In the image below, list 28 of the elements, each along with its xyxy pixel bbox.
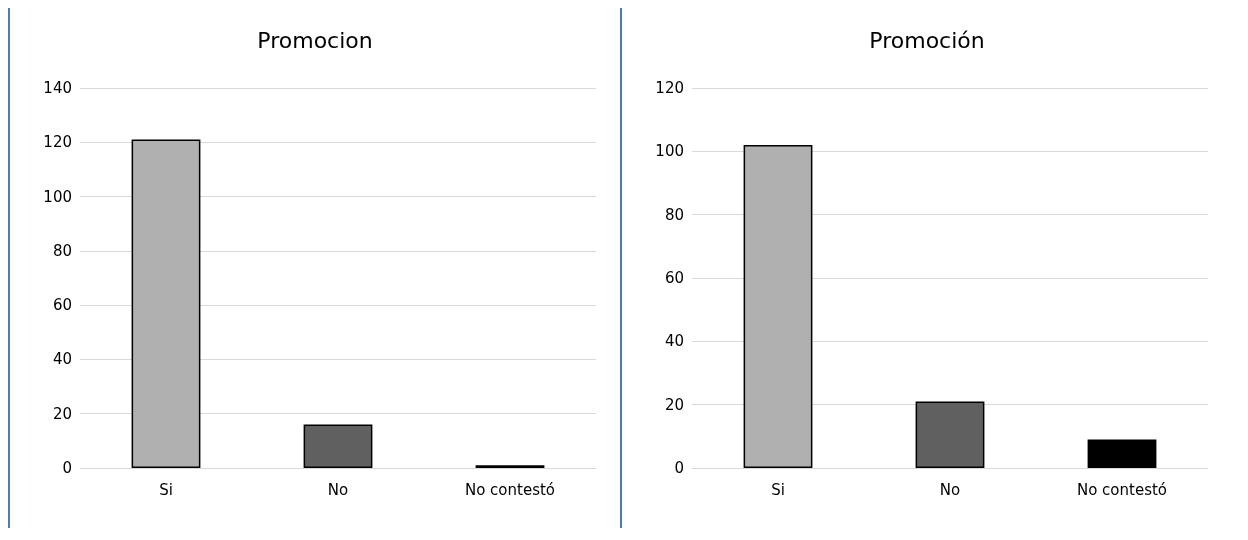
y-tick-label: 40 [664, 332, 684, 351]
y-tick-label: 120 [655, 79, 684, 97]
y-tick-label: 60 [52, 296, 72, 315]
y-tick-label: 100 [655, 142, 684, 161]
y-tick-label: 0 [62, 459, 72, 477]
chart-title: Promoción [869, 27, 985, 53]
x-tick-label: No [939, 480, 961, 499]
y-tick-label: 120 [43, 133, 72, 152]
bar [303, 424, 373, 468]
chart-title: Promocion [257, 27, 373, 53]
y-tick-label: 80 [664, 205, 684, 224]
y-tick-label: 20 [52, 404, 72, 423]
x-tick-label: No contestó [1076, 480, 1168, 499]
y-tick-label: 100 [43, 187, 72, 206]
y-tick-label: 140 [43, 79, 72, 97]
y-tick-label: 60 [664, 269, 684, 287]
x-tick-label: No contestó [464, 480, 556, 499]
bar [1087, 439, 1157, 468]
y-tick-label: 20 [664, 395, 684, 414]
x-tick-label: Si [159, 480, 173, 499]
bar [131, 139, 201, 468]
bar [915, 401, 985, 468]
x-tick-label: Si [771, 480, 785, 499]
y-tick-label: 0 [674, 459, 684, 477]
bar [743, 145, 813, 468]
y-tick-label: 80 [52, 241, 72, 260]
x-tick-label: No [327, 480, 349, 499]
y-tick-label: 40 [52, 350, 72, 369]
